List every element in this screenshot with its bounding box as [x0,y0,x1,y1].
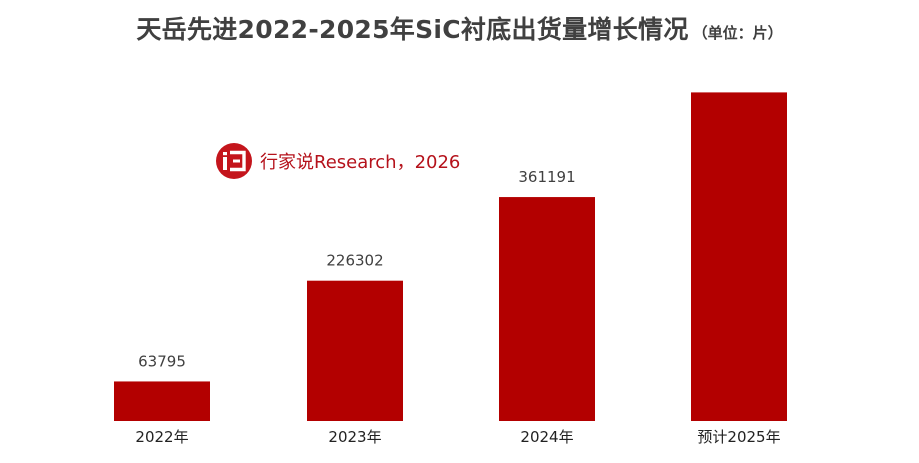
bar-1 [307,280,403,421]
data-label-0: 63795 [138,352,186,370]
bar-0 [114,381,210,421]
data-label-1: 226302 [326,252,383,270]
category-label-2: 2024年 [520,428,573,446]
watermark-text: 行家说Research，2026 [260,152,461,173]
labels-group: 63795 2022年 226302 2023年 361191 2024年 预计2025年 [135,168,780,446]
category-label-3: 预计2025年 [697,428,780,446]
chart-title-row: 天岳先进2022-2025年SiC衬底出货量增长情况 （单位：片） [0,10,919,46]
data-label-2: 361191 [518,168,575,186]
category-label-0: 2022年 [135,428,188,446]
bars-group [114,92,787,422]
bar-2 [499,197,595,421]
category-label-1: 2023年 [328,428,381,446]
watermark: 行家说Research，2026 [216,143,460,179]
bar-3 [691,92,787,422]
research-logo-icon [216,143,252,179]
chart-subtitle: （单位：片） [692,24,783,42]
chart-title: 天岳先进2022-2025年SiC衬底出货量增长情况 [136,15,689,44]
